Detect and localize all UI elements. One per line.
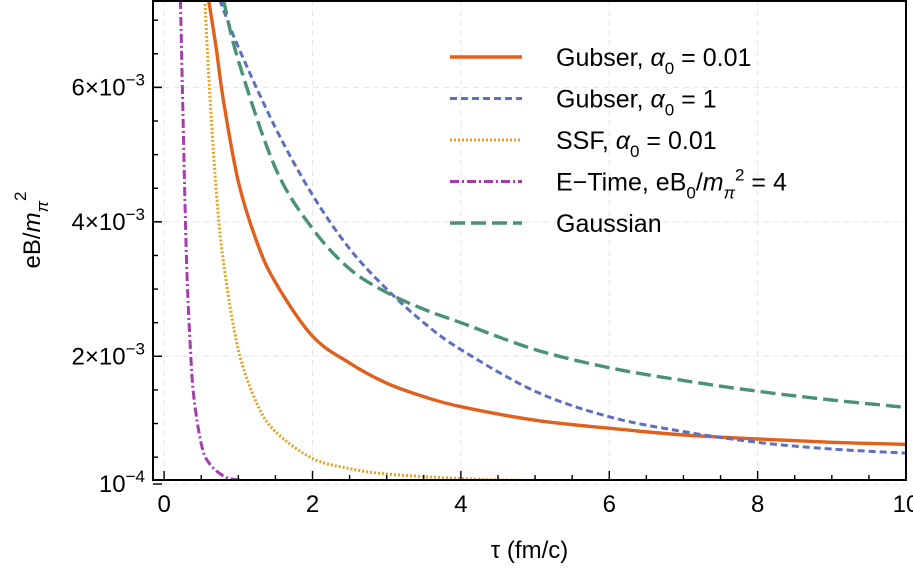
y-tick-label: 6×10−3 [72, 70, 145, 101]
x-axis-ticks: 0 2 4 6 8 10 [157, 471, 913, 518]
x-tick-label: 4 [454, 491, 467, 518]
x-tick-label: 2 [306, 491, 319, 518]
y-tick-label: 10−4 [99, 467, 145, 498]
x-axis-label: τ (fm/c) [491, 537, 568, 564]
series-line-1 [218, 0, 906, 455]
y-axis-label: eB/mπ2 [11, 192, 52, 269]
series-line-4 [221, 0, 906, 410]
legend-entry-3: E−Time, eB0/mπ2 = 4 [556, 166, 787, 203]
x-tick-label: 0 [157, 491, 170, 518]
legend-entry-1: Gubser, α0 = 1 [556, 86, 717, 120]
legend-entry-2: SSF, α0 = 0.01 [556, 127, 717, 161]
grid-lines [153, 0, 907, 485]
legend-entry-4: Gaussian [556, 210, 662, 238]
x-tick-label: 8 [751, 491, 764, 518]
series-line-3 [178, 0, 255, 480]
y-tick-label: 4×10−3 [72, 205, 145, 236]
series-lines [178, 0, 906, 480]
y-axis-ticks: 10−4 2×10−3 4×10−3 6×10−3 [72, 19, 162, 498]
legend: Gubser, α0 = 0.01 Gubser, α0 = 1 SSF, α0 =… [450, 44, 787, 238]
legend-entry-0: Gubser, α0 = 0.01 [556, 44, 751, 78]
series-line-0 [206, 0, 906, 447]
plot-frame [152, 0, 907, 481]
x-tick-label: 6 [603, 491, 616, 518]
y-tick-label: 2×10−3 [72, 339, 145, 370]
series-line-2 [203, 0, 574, 480]
x-tick-label: 10 [893, 491, 913, 518]
